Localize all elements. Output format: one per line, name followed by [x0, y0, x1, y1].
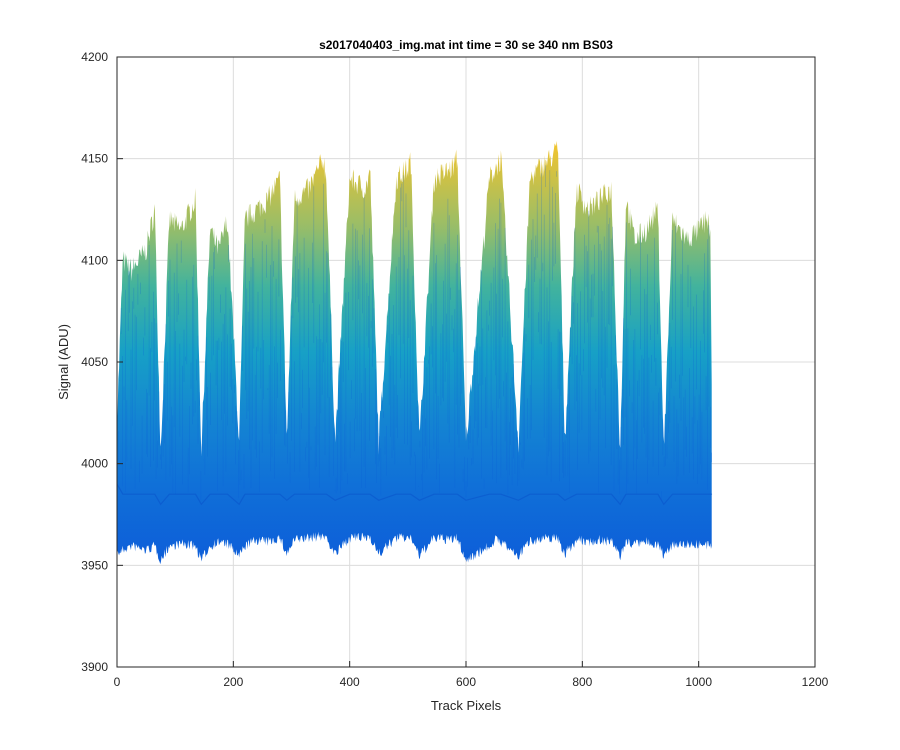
y-tick-label: 3950	[81, 558, 108, 572]
y-tick-label: 4200	[81, 50, 108, 64]
y-axis-label: Signal (ADU)	[56, 324, 71, 400]
plot-series	[116, 140, 713, 565]
y-tick-label: 4150	[81, 152, 108, 166]
x-tick-label: 1200	[802, 675, 829, 689]
signal-median-line	[116, 483, 713, 506]
x-tick-label: 600	[456, 675, 476, 689]
x-axis: 0 200 400 600 800 1000 1200	[114, 661, 829, 689]
signal-band	[117, 140, 712, 565]
y-tick-label: 3900	[81, 660, 108, 674]
x-axis-label: Track Pixels	[431, 698, 502, 713]
y-tick-label: 4000	[81, 457, 108, 471]
y-axis: 3900 3950 4000 4050 4100 4150 4200	[81, 50, 123, 674]
x-tick-label: 0	[114, 675, 121, 689]
x-tick-label: 400	[340, 675, 360, 689]
y-tick-label: 4050	[81, 355, 108, 369]
x-tick-label: 200	[223, 675, 243, 689]
x-tick-label: 800	[572, 675, 592, 689]
chart-title: s2017040403_img.mat int time = 30 se 340…	[319, 38, 613, 52]
y-tick-label: 4100	[81, 253, 108, 267]
x-tick-label: 1000	[685, 675, 712, 689]
